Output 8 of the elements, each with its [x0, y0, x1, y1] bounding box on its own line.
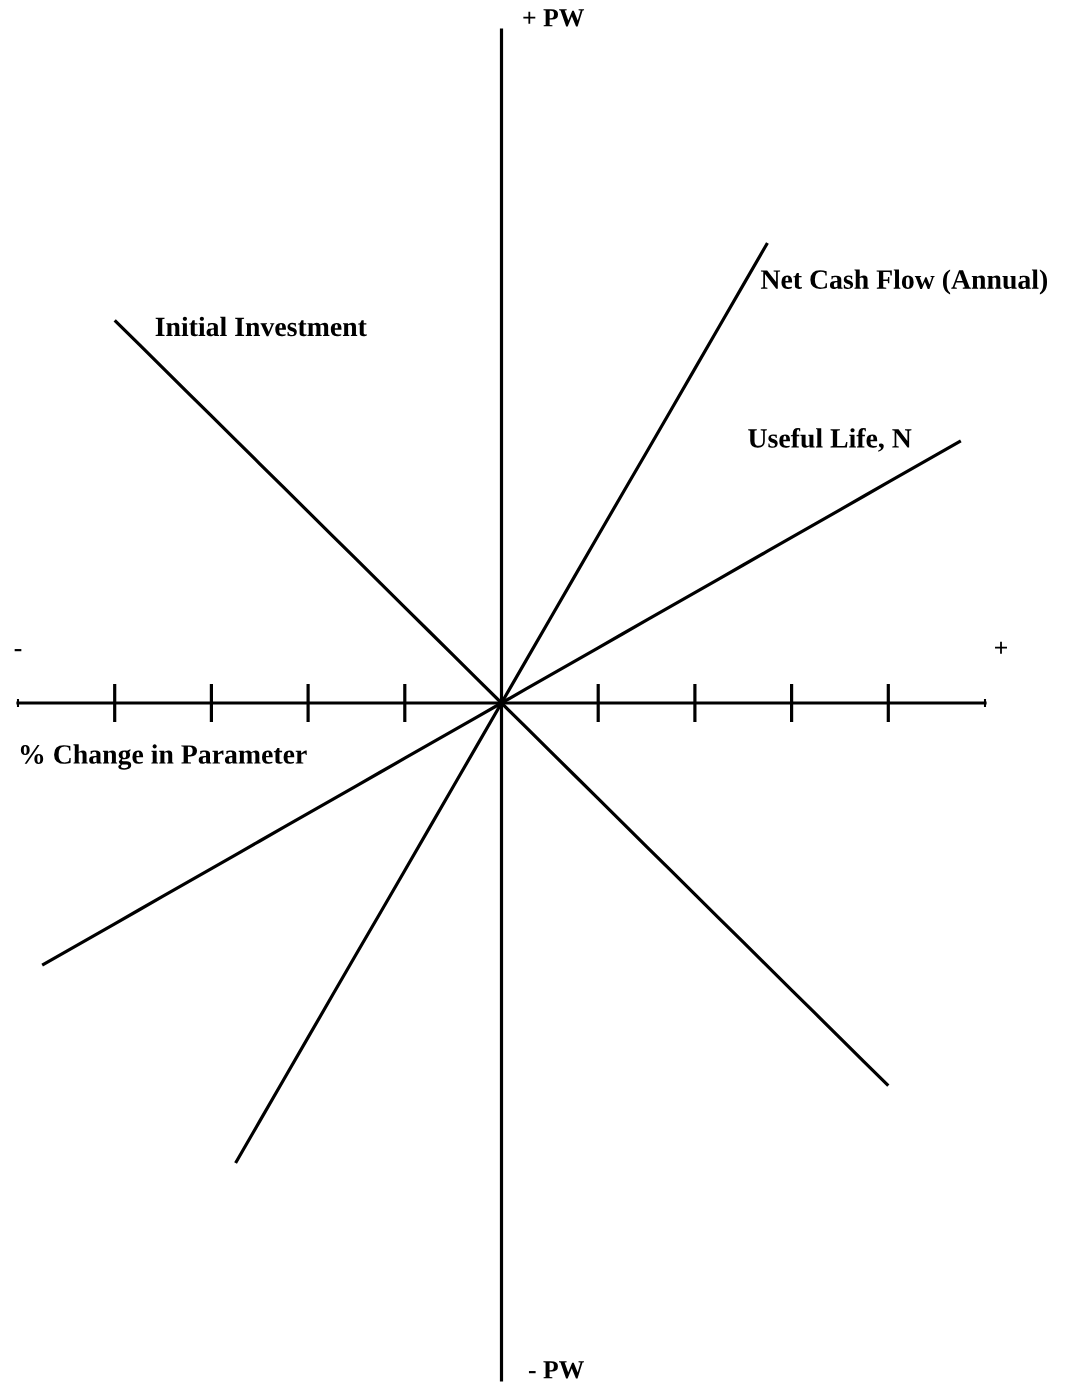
series-label: Useful Life, N: [748, 427, 912, 452]
x-axis-title: % Change in Parameter: [20, 744, 307, 770]
annotation: -: [14, 649, 22, 652]
text: - PW: [528, 1361, 584, 1379]
series-label: Initial Investment: [155, 316, 367, 337]
text: +: [995, 641, 1007, 654]
text: + PW: [523, 9, 585, 27]
series-label: Net Cash Flow (Annual): [760, 269, 1048, 295]
